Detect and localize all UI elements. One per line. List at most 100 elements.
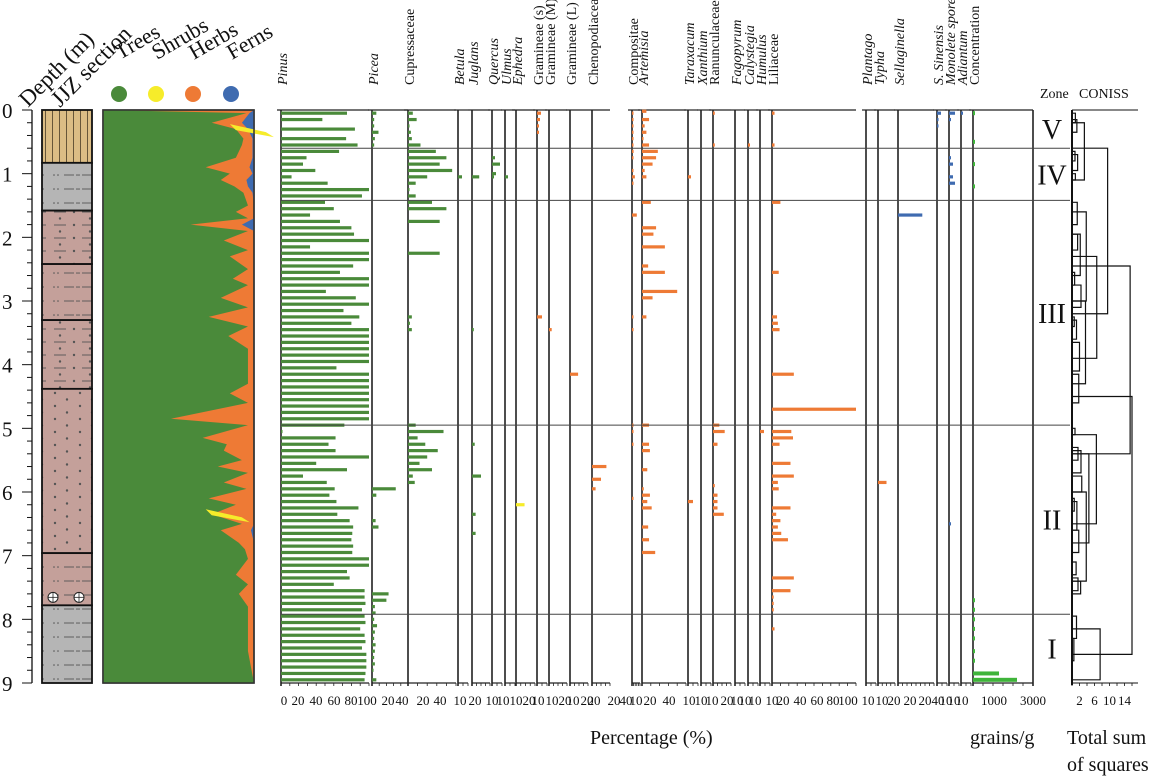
depth-tick-label: 2 [2,226,13,250]
taxon-bar [772,487,779,491]
taxon-bar [408,442,426,446]
taxon-column-plantago: Plantago [861,34,877,686]
taxon-bar [772,538,788,542]
taxon-bar [281,659,367,663]
percentage-tick-label: 20 [382,693,395,708]
taxon-bar [281,646,362,650]
taxon-bar [772,531,782,535]
taxon-bar [281,601,366,606]
coniss-branch [1072,201,1078,226]
concentration-bar [973,162,975,167]
coniss-branch [1072,150,1076,162]
taxon-label-ephedra: Ephedra [511,37,526,86]
coniss-branch [1072,316,1075,328]
taxon-bar [632,137,634,141]
taxon-bar [492,156,495,160]
taxon-bar [281,321,352,325]
taxon-bar [281,404,369,408]
percentage-tick-label: 20 [888,693,901,708]
taxon-bar [937,124,939,128]
taxon-label-gramineae-s: Gramineae (s) [532,5,547,85]
taxon-bar [472,512,476,516]
taxon-bar [408,117,417,122]
taxon-bar [961,111,963,115]
taxon-bar [772,436,793,440]
taxon-bar [408,143,421,147]
taxon-bar [408,328,412,332]
taxon-bar [281,620,366,625]
depth-tick-label: 1 [2,163,13,187]
taxon-bar [281,117,323,122]
taxon-column-adiantum: Adiantum [956,31,972,686]
taxon-bar [772,525,778,529]
zone-label-V: V [1042,115,1062,146]
taxon-bar [281,678,365,682]
taxon-bar [281,391,369,395]
percentage-tick-label: 80 [827,693,840,708]
coniss-header: CONISS [1079,87,1129,102]
taxon-bar [281,162,303,166]
percentage-tick-label: 10 [454,693,467,708]
coniss-branch [1072,233,1081,277]
taxon-label-fagopyrum: Fagopyrum [730,20,745,86]
taxon-bar [281,544,354,548]
taxon-bar [281,127,355,131]
taxon-bar [281,461,317,465]
percentage-tick-label: 20 [581,693,594,708]
percentage-tick-label: 10 [948,693,961,708]
taxon-bar [372,130,379,134]
taxon-bar [281,264,354,268]
taxon-bar [281,378,369,383]
taxon-bar [372,624,378,628]
taxon-bar [772,576,794,580]
taxon-bar [281,366,337,370]
taxon-label-artemisia: Artemisia [637,31,652,86]
taxon-bar [281,487,335,491]
taxon-bar [713,442,718,446]
taxon-bar [632,315,634,319]
taxon-bar [642,442,650,446]
taxon-bar [281,219,340,224]
taxon-bar [281,277,369,281]
taxon-bar [642,200,651,204]
percentage-tick-label: 40 [663,693,676,708]
taxon-bar [281,608,362,612]
taxon-label-plantago: Plantago [861,34,876,86]
taxon-bar [281,251,369,255]
taxon-bar [713,484,715,488]
taxon-bar [492,172,496,176]
depth-tick-label: 8 [2,608,13,632]
taxon-bar [537,111,541,115]
coniss-tick-label: 6 [1091,693,1098,708]
taxon-bar [772,407,856,411]
taxon-bar [642,449,650,453]
summary-shrubs-area [205,509,250,523]
taxon-bar [281,640,366,644]
percentage-tick-label: 40 [932,693,945,708]
taxon-bar [772,442,780,446]
percentage-tick-label: 20 [417,693,430,708]
taxon-bar [408,321,410,325]
taxon-bar [372,655,375,660]
taxon-column-s-sinensis: S. Sinensis [932,25,948,686]
taxon-column-compositae: Compositae [627,18,642,686]
taxon-bar [632,496,634,500]
coniss-branch [1072,255,1098,359]
taxon-bar [592,464,607,469]
taxon-bar [492,175,494,179]
percentage-tick-label: 20 [292,693,305,708]
percentage-tick-label: 10 [695,693,708,708]
taxon-bar [632,328,634,332]
taxon-bar [281,671,366,676]
taxon-bar [688,175,691,179]
taxon-bar [408,156,447,160]
taxon-bar [898,213,923,217]
taxon-bar [949,156,951,160]
percentage-tick-label: 20 [523,693,536,708]
taxon-bar [372,487,396,491]
coniss-branch [1072,580,1082,595]
taxon-bar [281,289,326,294]
taxon-column-chenopodiaceae: Chenopodiaceae [587,0,611,686]
taxon-bar [372,605,375,609]
